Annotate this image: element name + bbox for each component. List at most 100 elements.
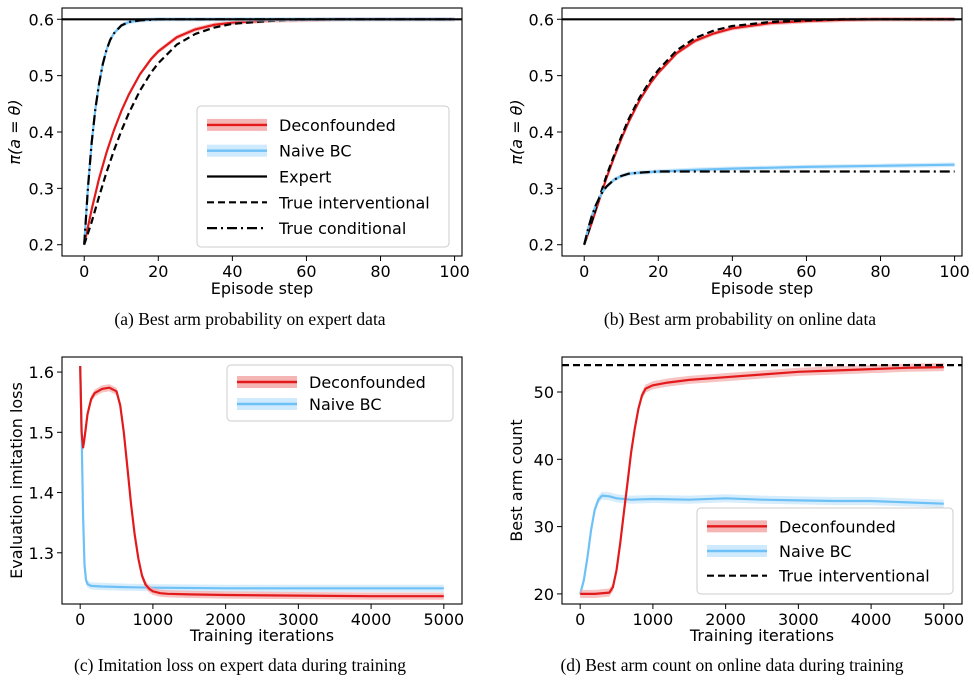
- legend-item-true-interventional: True interventional: [707, 567, 930, 586]
- x-tick-label: 80: [870, 262, 890, 281]
- x-axis-label: Training iterations: [189, 626, 334, 645]
- y-tick-label: 1.5: [29, 423, 54, 442]
- y-axis-label: Best arm count: [507, 419, 526, 541]
- axes-frame-c: [61, 356, 463, 605]
- x-tick-label: 5000: [923, 610, 964, 629]
- caption-c: (c) Imitation loss on expert data during…: [74, 655, 406, 675]
- series-deconfounded-line: [580, 366, 944, 596]
- x-tick-label: 80: [370, 262, 390, 281]
- y-tick-label: 1.3: [29, 544, 54, 563]
- y-tick-label: 1.6: [29, 363, 54, 382]
- chart-panel-d: 0 1000 2000 3000 4000 5000 20 30 40 50 Training it…: [507, 356, 964, 645]
- chart-panel-a: 0 20 40 60 80 100 0.2 0.3 0.4 0.5 0.6 Episode step π…: [5, 7, 470, 298]
- plot-area-a: [62, 17, 462, 247]
- series-naive-bc-band: [584, 162, 955, 247]
- x-tick-label: 0: [75, 610, 85, 629]
- x-axis-label: Training iterations: [689, 626, 834, 645]
- plot-area-d: [562, 363, 962, 598]
- legend-item-naive-bc: Naive BC: [237, 395, 381, 414]
- x-tick-label: 3000: [278, 610, 319, 629]
- legend-label: True interventional: [278, 193, 430, 212]
- x-tick-label: 60: [296, 262, 316, 281]
- x-tick-label: 20: [148, 262, 168, 281]
- series-true-conditional-line: [83, 18, 455, 245]
- x-tick-label: 60: [796, 262, 816, 281]
- x-tick-label: 4000: [851, 610, 892, 629]
- y-tick-label: 1.4: [29, 484, 54, 503]
- x-tick-label: 20: [648, 262, 668, 281]
- x-tick-label: 3000: [778, 610, 819, 629]
- legend-item-deconfounded: Deconfounded: [237, 373, 426, 392]
- x-tick-label: 0: [579, 262, 589, 281]
- legend-label: Deconfounded: [779, 517, 896, 536]
- y-tick-label: 0.2: [29, 236, 54, 255]
- legend-label: Naive BC: [779, 542, 851, 561]
- y-tick-label: 0.3: [29, 179, 54, 198]
- y-tick-label: 0.5: [29, 67, 54, 86]
- legend-label: Deconfounded: [279, 116, 396, 135]
- x-tick-label: 0: [79, 262, 89, 281]
- legend-label: Expert: [279, 168, 331, 187]
- series-naive-bc-line: [579, 494, 944, 595]
- y-tick-label: 50: [534, 383, 554, 402]
- y-axis-label: π(a = θ): [5, 99, 24, 164]
- legend-item-deconfounded: Deconfounded: [707, 517, 896, 536]
- legend-item-true-conditional: True conditional: [207, 219, 406, 238]
- x-tick-label: 100: [439, 262, 470, 281]
- y-tick-label: 0.6: [529, 10, 554, 29]
- series-naive-bc-line: [583, 163, 955, 245]
- series-deconfounded-line: [583, 18, 955, 246]
- caption-d: (d) Best arm count on online data during…: [560, 655, 904, 675]
- y-tick-label: 0.3: [529, 179, 554, 198]
- y-tick-label: 0.6: [29, 10, 54, 29]
- chart-panel-c: 0 1000 2000 3000 4000 5000 1.3 1.4 1.5 1.6 Trainin…: [7, 356, 464, 645]
- y-tick-label: 0.5: [529, 67, 554, 86]
- series-deconfounded-line: [79, 365, 444, 598]
- x-axis-label: Episode step: [211, 279, 314, 298]
- axes-frame-d: [561, 356, 963, 605]
- x-tick-label: 40: [222, 262, 242, 281]
- plot-area-b: [562, 17, 962, 247]
- caption-a: (a) Best arm probability on expert data: [114, 309, 386, 329]
- legend-item-naive-bc: Naive BC: [207, 142, 351, 161]
- x-tick-label: 100: [939, 262, 970, 281]
- y-tick-label: 0.4: [29, 123, 54, 142]
- x-tick-label: 2000: [705, 610, 746, 629]
- y-tick-label: 0.2: [529, 236, 554, 255]
- axes-frame-b: [561, 7, 963, 257]
- x-tick-label: 5000: [423, 610, 464, 629]
- x-axis-label: Episode step: [711, 279, 814, 298]
- legend-label: True interventional: [778, 567, 930, 586]
- series-true-conditional-line: [583, 170, 955, 245]
- series-naive-bc-line: [79, 365, 444, 590]
- legend-item-true-interventional: True interventional: [207, 193, 430, 212]
- caption-b: (b) Best arm probability on online data: [603, 309, 877, 329]
- y-tick-label: 0.4: [529, 123, 554, 142]
- legend-item-expert: Expert: [207, 168, 331, 187]
- y-axis-label: π(a = θ): [507, 99, 526, 164]
- y-axis-label: Evaluation imitation loss: [7, 382, 26, 579]
- y-tick-label: 20: [534, 585, 554, 604]
- legend-label: Naive BC: [309, 395, 381, 414]
- legend-item-deconfounded: Deconfounded: [207, 116, 396, 135]
- x-tick-label: 1000: [633, 610, 674, 629]
- legend-a: Deconfounded Naive BC Expert True intervent…: [196, 105, 450, 248]
- x-tick-label: 4000: [351, 610, 392, 629]
- series-true-interventional-line: [583, 18, 955, 246]
- legend-d: Deconfounded Naive BC True interventional: [696, 507, 954, 595]
- legend-box: [196, 105, 450, 248]
- series-deconfounded-band: [584, 17, 955, 247]
- y-tick-label: 40: [534, 450, 554, 469]
- x-tick-label: 2000: [205, 610, 246, 629]
- legend-label: Deconfounded: [309, 373, 426, 392]
- x-tick-label: 40: [722, 262, 742, 281]
- legend-label: True conditional: [278, 219, 406, 238]
- y-tick-label: 30: [534, 518, 554, 537]
- x-tick-label: 0: [575, 610, 585, 629]
- chart-panel-b: 0 20 40 60 80 100 0.2 0.3 0.4 0.5 0.6 Episode step π…: [507, 7, 970, 298]
- legend-item-naive-bc: Naive BC: [707, 542, 851, 561]
- legend-c: Deconfounded Naive BC: [226, 364, 454, 422]
- x-tick-label: 1000: [133, 610, 174, 629]
